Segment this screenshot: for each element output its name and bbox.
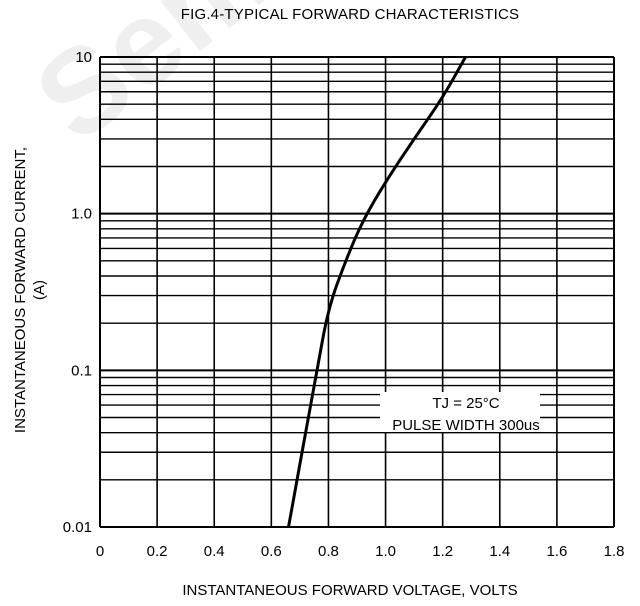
y-axis-label: INSTANTANEOUS FORWARD CURRENT, (A) bbox=[11, 90, 49, 490]
x-tick-label: 0.4 bbox=[204, 543, 225, 560]
annotation-box bbox=[380, 392, 540, 432]
curve-layer bbox=[287, 56, 467, 528]
annotation-tj: TJ = 25°C bbox=[432, 395, 499, 412]
y-axis-label-line-1: INSTANTANEOUS FORWARD CURRENT, bbox=[12, 146, 29, 434]
annotation-pulse: PULSE WIDTH 300us bbox=[392, 417, 540, 434]
y-axis-label-line-2: (A) bbox=[31, 280, 48, 300]
x-tick-label: 1.4 bbox=[489, 543, 510, 560]
x-tick-label: 1.8 bbox=[604, 543, 625, 560]
y-tick-label: 0.01 bbox=[63, 519, 92, 536]
x-axis-label: INSTANTANEOUS FORWARD VOLTAGE, VOLTS bbox=[182, 582, 518, 599]
forward-characteristic-curve bbox=[287, 56, 467, 528]
x-tick-label: 0 bbox=[96, 543, 104, 560]
y-tick-label: 0.1 bbox=[71, 362, 92, 379]
chart-title: FIG.4-TYPICAL FORWARD CHARACTERISTICS bbox=[180, 6, 520, 23]
grid bbox=[99, 56, 615, 528]
annotation: TJ = 25°C PULSE WIDTH 300us bbox=[380, 392, 540, 434]
x-tick-label: 0.2 bbox=[147, 543, 168, 560]
y-tick-label: 10 bbox=[75, 49, 92, 66]
x-tick-label: 1.2 bbox=[432, 543, 453, 560]
x-tick-label: 0.8 bbox=[318, 543, 339, 560]
x-tick-label: 1.6 bbox=[546, 543, 567, 560]
y-tick-label: 1.0 bbox=[71, 206, 92, 223]
x-tick-label: 0.6 bbox=[261, 543, 282, 560]
tick-labels: 0 0.2 0.4 0.6 0.8 1.0 1.2 1.4 1.6 1.8 0.01 0.1 1.0 10 bbox=[63, 49, 625, 560]
x-tick-label: 1.0 bbox=[375, 543, 396, 560]
